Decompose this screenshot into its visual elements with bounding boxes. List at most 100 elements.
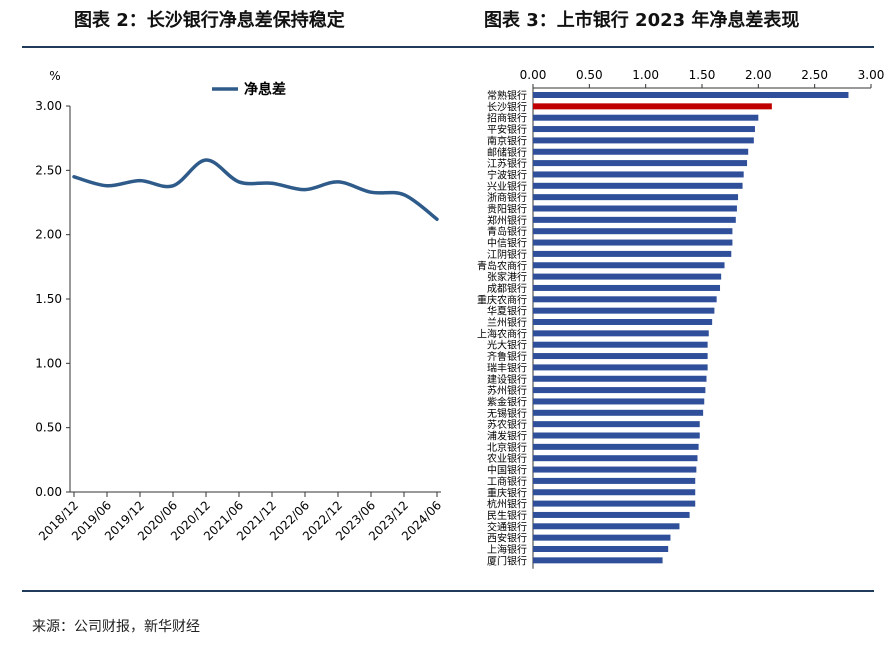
category-label: 重庆银行: [487, 486, 527, 499]
category-label: 贵阳银行: [487, 203, 527, 216]
data-point: [403, 194, 405, 196]
category-label: 光大银行: [487, 339, 527, 352]
y-tick-label: 0.50: [35, 421, 62, 435]
category-label: 常熟银行: [487, 89, 527, 102]
x-tick-label: 3.00: [858, 68, 885, 82]
x-tick-label: 2.50: [801, 68, 828, 82]
category-label: 无锡银行: [487, 407, 527, 420]
legend: 净息差: [212, 81, 286, 98]
bar-贵阳银行: [533, 205, 737, 212]
bar-江阴银行: [533, 250, 732, 257]
category-label: 青岛银行: [487, 225, 527, 238]
bar-无锡银行: [533, 409, 704, 416]
top-divider: [22, 46, 874, 48]
data-point: [337, 181, 339, 183]
data-point: [238, 181, 240, 183]
bar-瑞丰银行: [533, 364, 708, 371]
bar-常熟银行: [533, 92, 849, 98]
bar-chart: 0.00 0.50 1.00 1.50 2.00 2.50 3.00 常熟银行长沙银行招商银行…: [477, 68, 884, 569]
series-line-净息差: [72, 158, 439, 221]
category-label: 兴业银行: [487, 180, 527, 193]
data-point: [106, 185, 108, 187]
category-label: 宁波银行: [487, 168, 527, 181]
category-label: 农业银行: [487, 452, 527, 465]
y-tick-label: 2.50: [35, 163, 62, 177]
category-label: 瑞丰银行: [487, 361, 527, 374]
bar-招商银行: [533, 114, 759, 121]
y-tick-label: 1.00: [35, 356, 62, 370]
bar-兰州银行: [533, 319, 713, 325]
category-label: 中国银行: [487, 464, 527, 477]
category-label: 郑州银行: [487, 214, 527, 227]
category-label: 江苏银行: [487, 157, 527, 170]
data-point: [271, 182, 273, 184]
category-label: 南京银行: [487, 134, 527, 147]
bar-重庆农商行: [533, 296, 717, 303]
data-point: [205, 159, 207, 161]
category-label: 重庆农商行: [477, 293, 527, 306]
category-label: 民生银行: [487, 509, 527, 522]
bar-青岛农商行: [533, 262, 725, 269]
right-figure-title: 图表 3：上市银行 2023 年净息差表现: [484, 10, 800, 31]
bar-浙商银行: [533, 194, 739, 201]
bar-宁波银行: [533, 171, 744, 178]
x-tick-label: 0.50: [576, 68, 603, 82]
data-point: [370, 191, 372, 193]
data-point: [304, 188, 306, 190]
category-label: 苏农银行: [487, 418, 527, 431]
category-label: 杭州银行: [487, 498, 527, 511]
bar-平安银行: [533, 126, 755, 133]
category-label: 浦发银行: [487, 430, 527, 443]
x-tick-label: 1.00: [632, 68, 659, 82]
bar-张家港行: [533, 273, 722, 280]
category-label: 厦门银行: [487, 554, 527, 567]
line-series: [72, 158, 439, 221]
bar-青岛银行: [533, 228, 733, 235]
category-label: 长沙银行: [487, 100, 527, 113]
y-unit-label: %: [49, 69, 60, 83]
x-tick-label: 0.00: [520, 68, 547, 82]
bar-兴业银行: [533, 182, 743, 189]
bar-中信银行: [533, 239, 733, 246]
bar-农业银行: [533, 455, 698, 462]
bar-上海农商行: [533, 330, 709, 337]
bar-浦发银行: [533, 432, 700, 439]
left-figure-title: 图表 2：长沙银行净息差保持稳定: [74, 10, 345, 31]
data-point: [73, 176, 75, 178]
bottom-divider: [22, 590, 874, 592]
bar-中国银行: [533, 466, 697, 473]
bar-苏州银行: [533, 387, 706, 394]
category-label: 兰州银行: [487, 316, 527, 329]
category-label: 苏州银行: [487, 384, 527, 397]
bar-华夏银行: [533, 307, 715, 314]
category-label: 成都银行: [487, 282, 527, 295]
bar-成都银行: [533, 284, 721, 291]
bar-齐鲁银行: [533, 353, 708, 360]
bar-marks: [533, 92, 849, 564]
category-label: 上海银行: [487, 543, 527, 556]
category-label: 建设银行: [487, 373, 527, 386]
bar-建设银行: [533, 375, 707, 382]
bar-厦门银行: [533, 557, 663, 564]
category-label: 招商银行: [487, 112, 527, 125]
bar-苏农银行: [533, 421, 700, 428]
category-label: 齐鲁银行: [487, 350, 527, 363]
bar-axes: 0.00 0.50 1.00 1.50 2.00 2.50 3.00 常熟银行长沙银行招商银行…: [477, 68, 884, 569]
x-tick-label: 1.50: [689, 68, 716, 82]
category-label: 工商银行: [487, 475, 527, 488]
y-tick-label: 2.00: [35, 228, 62, 242]
category-label: 张家港行: [487, 271, 527, 284]
bar-民生银行: [533, 511, 690, 518]
y-tick-label: 3.00: [35, 99, 62, 113]
bar-紫金银行: [533, 398, 705, 405]
bar-江苏银行: [533, 160, 748, 167]
category-label: 上海农商行: [477, 327, 527, 340]
source-note: 来源：公司财报，新华财经: [32, 619, 200, 635]
bar-重庆银行: [533, 489, 696, 496]
category-label: 交通银行: [487, 520, 527, 533]
category-label: 中信银行: [487, 237, 527, 250]
bar-西安银行: [533, 534, 671, 541]
line-chart: % 净息差 0.000.501.001.502.002.503.002018/1…: [35, 69, 444, 543]
bar-工商银行: [533, 477, 696, 484]
